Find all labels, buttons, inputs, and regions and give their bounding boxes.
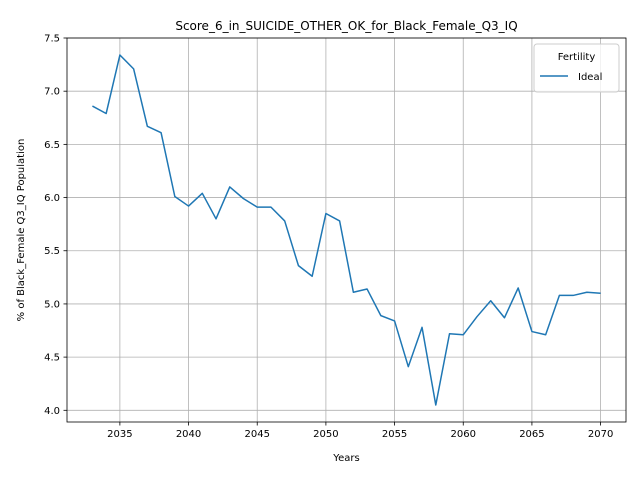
ticks: 2035 2040 2045 2050 2055 2060 2065 2070 4.0 4.5 5.…: [44, 34, 613, 441]
x-tick-label: 2060: [451, 429, 476, 440]
y-tick-label: 6.5: [44, 140, 60, 151]
x-tick-label: 2040: [176, 429, 201, 440]
y-tick-label: 5.0: [44, 299, 60, 310]
y-tick-label: 5.5: [44, 246, 60, 257]
legend-title: Fertility: [558, 52, 596, 63]
y-tick-label: 4.5: [44, 353, 60, 364]
legend-frame: [533, 43, 620, 93]
series-line-ideal: [92, 54, 601, 406]
x-tick-label: 2045: [244, 429, 269, 440]
y-tick-label: 7.5: [44, 34, 60, 45]
y-axis-label: % of Black_Female Q3_IQ Population: [16, 139, 27, 322]
plot-frame: [66, 37, 627, 423]
x-tick-label: 2055: [382, 429, 407, 440]
chart-title: Score_6_in_SUICIDE_OTHER_OK_for_Black_Fe…: [175, 19, 517, 33]
legend-label-ideal: Ideal: [578, 72, 602, 83]
x-tick-label: 2065: [519, 429, 544, 440]
x-axis-label: Years: [332, 453, 359, 464]
legend: Fertility Ideal: [533, 43, 620, 93]
series-layer: [92, 54, 601, 406]
y-tick-label: 4.0: [44, 406, 60, 417]
grid: [67, 37, 626, 422]
x-tick-label: 2070: [588, 429, 613, 440]
y-tick-label: 7.0: [44, 87, 60, 98]
y-tick-label: 6.0: [44, 193, 60, 204]
x-tick-label: 2035: [107, 429, 132, 440]
x-tick-label: 2050: [313, 429, 338, 440]
